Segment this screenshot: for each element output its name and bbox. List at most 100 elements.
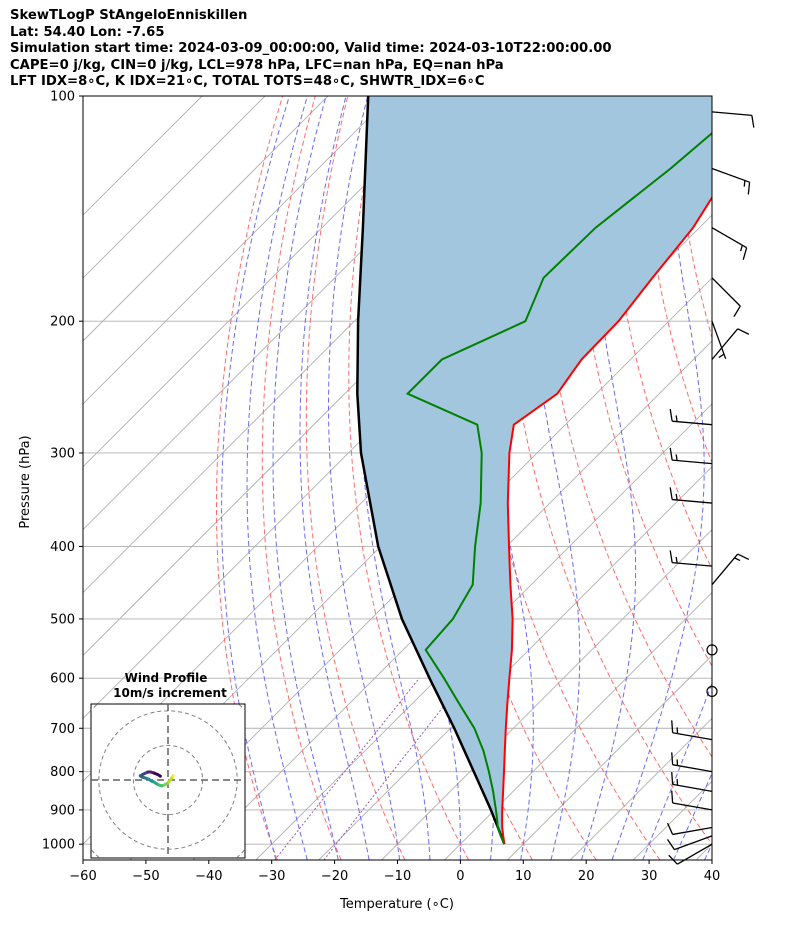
wind-barb — [671, 720, 713, 741]
x-tick-label: −40 — [195, 869, 222, 884]
y-tick-label: 700 — [50, 722, 75, 737]
wind-barb — [669, 408, 713, 426]
x-tick-label: −50 — [132, 869, 159, 884]
isotherm-line — [83, 96, 455, 468]
dry-adiabat — [739, 96, 794, 860]
isotherm-line — [255, 403, 712, 860]
hodograph-title: Wind Profile — [125, 671, 208, 685]
barb-staff — [711, 167, 750, 183]
barb-staff — [672, 561, 713, 567]
title-block: SkewTLogP StAngeloEnniskillen Lat: 54.40… — [10, 8, 780, 91]
isotherm-line — [83, 96, 329, 342]
barb-feather — [669, 550, 673, 563]
wind-barb — [706, 685, 718, 698]
barb-staff — [672, 783, 713, 792]
hodograph-inset: Wind Profile 10m/s increment — [90, 671, 246, 859]
barb-half-feather — [739, 245, 743, 252]
wind-barb — [711, 111, 755, 128]
barb-feather — [671, 772, 674, 785]
barb-staff — [672, 459, 713, 465]
barb-staff — [711, 227, 747, 249]
y-tick-label: 500 — [50, 612, 75, 627]
x-tick-label: −20 — [321, 869, 348, 884]
hodograph-segment — [156, 772, 162, 778]
wind-barbs — [666, 111, 755, 865]
y-tick-label: 300 — [50, 446, 75, 461]
y-tick-label: 1000 — [42, 838, 75, 853]
moist-adiabat — [611, 96, 705, 860]
x-tick-label: 40 — [704, 869, 721, 884]
wind-barb — [706, 644, 718, 656]
dry-adiabat — [305, 96, 406, 860]
dry-adiabat — [771, 96, 794, 860]
dry-adiabat — [261, 96, 342, 860]
barb-staff — [672, 732, 713, 741]
moist-adiabat — [221, 96, 290, 860]
barb-half-feather — [743, 180, 746, 187]
barb-staff — [677, 843, 713, 865]
barb-feather — [737, 328, 750, 335]
y-axis: 1000 900 800 700 600 500 400 300 200 100 — [42, 90, 83, 853]
isotherm-line — [83, 96, 392, 405]
barb-staff — [711, 111, 752, 116]
isotherm-line — [444, 591, 712, 860]
chart-title: SkewTLogP StAngeloEnniskillen — [10, 8, 248, 23]
mixing-ratio-lines — [274, 677, 467, 860]
x-tick-label: −10 — [384, 869, 411, 884]
x-tick-label: 20 — [578, 869, 595, 884]
barb-half-feather — [718, 353, 725, 359]
barb-half-feather — [675, 493, 678, 501]
wind-barb — [711, 320, 727, 360]
x-tick-label: −60 — [69, 869, 96, 884]
wind-barb — [669, 487, 713, 504]
barb-staff — [711, 277, 741, 307]
y-tick-label: 600 — [50, 672, 75, 687]
isotherm-line — [129, 277, 712, 860]
wind-barb — [669, 550, 713, 567]
isotherm-line — [507, 654, 712, 860]
index-line: LFT IDX=8∘C, K IDX=21∘C, TOTAL TOTS=48∘C… — [10, 74, 485, 90]
wind-barb — [711, 277, 741, 318]
barb-half-feather — [734, 557, 741, 562]
barb-half-feather — [675, 556, 678, 564]
isotherm-line — [381, 529, 712, 860]
cape-line: CAPE=0 j/kg, CIN=0 j/kg, LCL=978 hPa, LF… — [10, 57, 504, 73]
dry-adiabat — [705, 96, 712, 160]
wind-barb — [668, 843, 713, 865]
x-axis: −60 −50 −40 −30 −20 −10 0 10 20 30 40 — [69, 860, 720, 884]
y-tick-label: 900 — [50, 803, 75, 818]
dry-adiabat — [466, 96, 661, 860]
temperature-line — [501, 195, 712, 845]
moist-adiabat — [299, 96, 370, 860]
barb-staff — [711, 320, 727, 360]
dry-adiabat — [539, 96, 712, 758]
y-tick-label: 100 — [50, 90, 75, 105]
barb-staff — [672, 802, 713, 811]
isotherm-line — [570, 717, 712, 860]
parcel-profile-line — [356, 96, 506, 845]
wind-barb — [711, 328, 750, 360]
calm-circle — [706, 644, 718, 656]
barb-staff — [672, 764, 713, 773]
wind-barb — [711, 227, 748, 260]
isotherm-line — [695, 843, 712, 860]
x-tick-label: −30 — [258, 869, 285, 884]
barb-feather — [666, 838, 675, 850]
isotherm-line — [83, 96, 266, 279]
barb-feather — [671, 752, 674, 765]
barb-feather — [666, 822, 674, 835]
hodograph-trace — [138, 770, 175, 788]
time-line: Simulation start time: 2024-03-09_00:00:… — [10, 41, 612, 57]
barb-feather — [669, 487, 673, 500]
wind-barb — [669, 447, 713, 465]
barb-staff — [672, 826, 713, 836]
barb-staff — [672, 420, 713, 426]
barb-staff — [711, 328, 739, 360]
wind-barb — [711, 167, 751, 195]
moist-adiabat — [704, 842, 712, 860]
wind-barb — [671, 772, 713, 792]
dry-adiabat — [574, 96, 712, 667]
barb-feather — [671, 790, 674, 804]
wind-barb — [666, 822, 713, 836]
